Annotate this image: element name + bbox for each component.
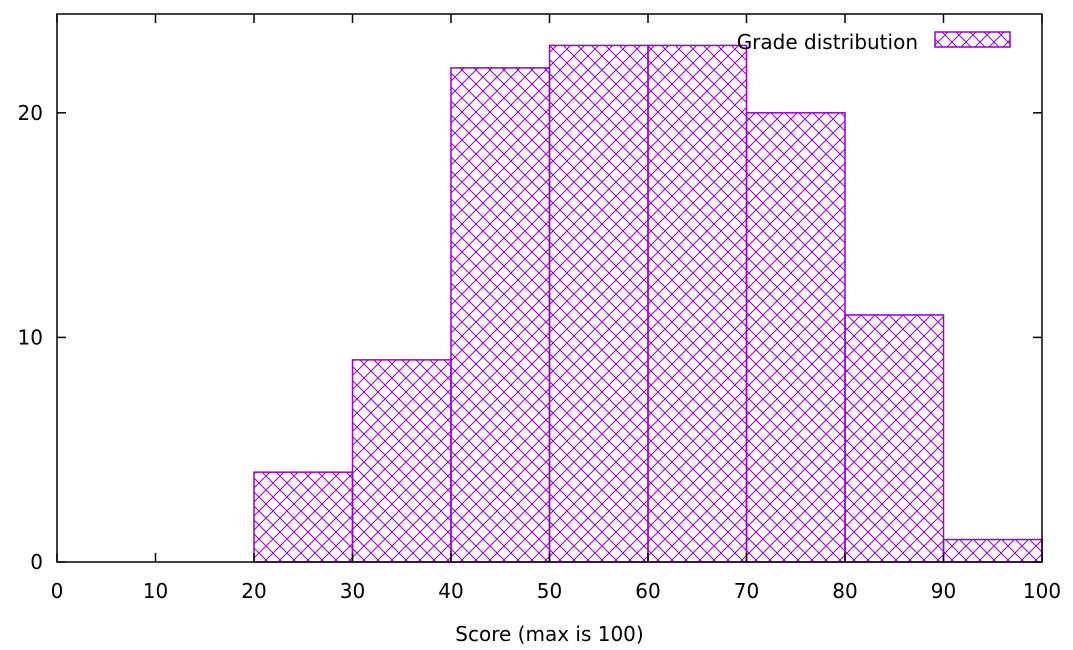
x-tick-label-80: 80 xyxy=(832,579,857,603)
x-tick-label-30: 30 xyxy=(340,579,365,603)
histogram-bar-50-60 xyxy=(548,44,649,563)
bars-layer xyxy=(253,44,1043,563)
x-tick-labels: 0 10 20 30 40 50 60 70 80 90 100 xyxy=(51,579,1061,603)
x-tick-label-70: 70 xyxy=(734,579,759,603)
x-tick-label-90: 90 xyxy=(931,579,956,603)
y-tick-label-10: 10 xyxy=(18,325,43,349)
x-tick-label-100: 100 xyxy=(1023,579,1061,603)
x-tick-label-40: 40 xyxy=(438,579,463,603)
x-tick-label-10: 10 xyxy=(143,579,168,603)
histogram-bar-60-70 xyxy=(647,44,748,563)
legend-label-grade-distribution: Grade distribution xyxy=(737,30,918,54)
histogram-bar-70-80 xyxy=(745,112,846,563)
histogram-bar-20-30 xyxy=(253,471,354,563)
x-tick-label-60: 60 xyxy=(635,579,660,603)
x-tick-label-20: 20 xyxy=(241,579,266,603)
legend: Grade distribution xyxy=(737,30,1011,54)
y-tick-label-0: 0 xyxy=(30,550,43,574)
histogram-bar-40-50 xyxy=(450,67,551,563)
x-tick-label-0: 0 xyxy=(51,579,64,603)
histogram-bar-30-40 xyxy=(351,359,452,563)
histogram-bar-90-100 xyxy=(942,538,1043,563)
y-tick-labels: 0 10 20 xyxy=(18,101,43,574)
histogram-bar-80-90 xyxy=(844,314,945,563)
legend-swatch xyxy=(934,31,1011,48)
x-axis-label: Score (max is 100) xyxy=(455,622,643,646)
y-tick-label-20: 20 xyxy=(18,101,43,125)
x-tick-label-50: 50 xyxy=(537,579,562,603)
plot-frame xyxy=(56,13,1043,563)
